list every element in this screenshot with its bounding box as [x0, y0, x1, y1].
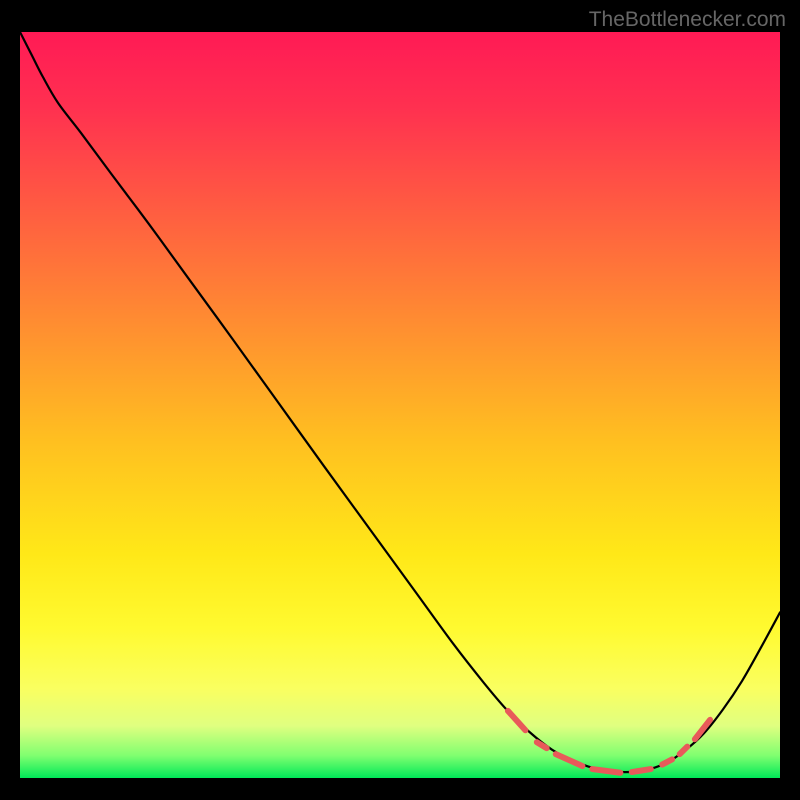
optimal-range-dashes — [508, 711, 710, 773]
chart-plot-area — [20, 32, 780, 778]
chart-curve-layer — [20, 32, 780, 778]
bottleneck-curve — [20, 32, 780, 772]
watermark-text: TheBottlenecker.com — [589, 8, 786, 32]
